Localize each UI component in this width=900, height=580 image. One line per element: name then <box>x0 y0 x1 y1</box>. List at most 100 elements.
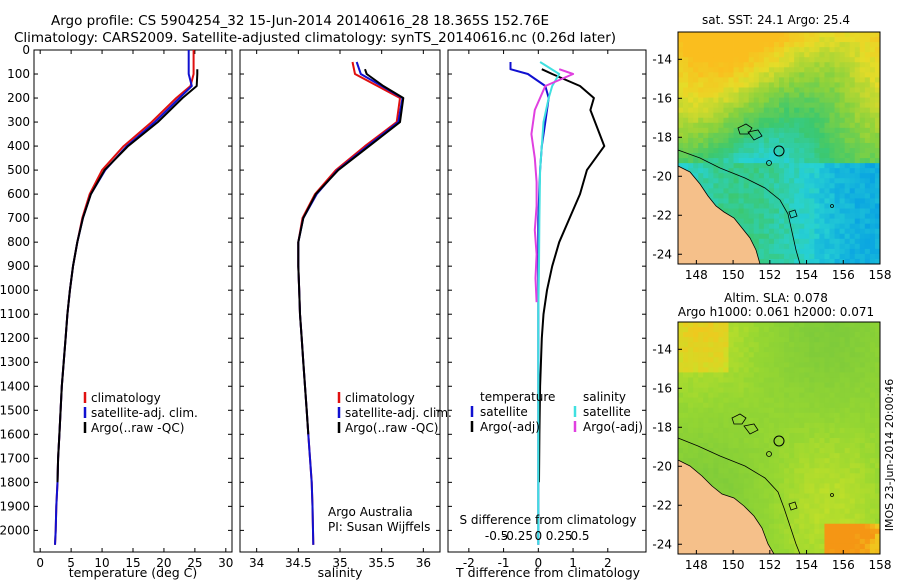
sst-cell <box>773 47 780 53</box>
sst-cell <box>784 233 790 240</box>
sla-cell <box>814 513 820 520</box>
sst-cell <box>784 137 790 144</box>
sst-cell <box>768 52 775 58</box>
y-tick-label: 800 <box>7 235 30 249</box>
sla-cell <box>728 468 734 474</box>
sla-cell <box>824 468 830 474</box>
sst-cell <box>718 198 724 204</box>
sst-cell <box>864 122 871 129</box>
sla-cell <box>738 463 745 469</box>
sla-cell <box>743 483 750 489</box>
sla-cell <box>804 478 810 484</box>
sst-cell <box>743 193 750 199</box>
map-y-tick-label: -24 <box>652 537 672 551</box>
sla-cell <box>779 422 785 429</box>
sla-cell <box>804 362 810 368</box>
sla-cell <box>779 528 785 535</box>
sla-cell <box>794 342 800 348</box>
sst-cell <box>804 183 810 189</box>
sla-cell <box>819 332 825 338</box>
sst-cell <box>698 142 704 149</box>
sst-cell <box>693 122 699 129</box>
sst-cell <box>814 97 820 104</box>
sst-cell <box>854 153 861 159</box>
sst-cell <box>698 87 704 93</box>
sla-cell <box>683 352 689 358</box>
sla-cell <box>829 438 835 444</box>
sla-cell <box>703 327 709 333</box>
sst-cell <box>718 62 724 68</box>
sla-cell <box>738 372 745 378</box>
sla-cell <box>758 493 765 499</box>
sla-cell <box>683 417 689 424</box>
sst-cell <box>703 163 709 169</box>
sla-cell <box>869 347 876 353</box>
sst-cell <box>869 52 876 58</box>
sla-cell <box>794 488 800 494</box>
sla-cell <box>844 438 851 444</box>
sla-cell <box>768 352 775 358</box>
sst-cell <box>844 208 851 214</box>
sla-cell <box>683 327 689 333</box>
temperature-profiles <box>54 50 199 545</box>
sla-cell <box>763 387 770 394</box>
sst-cell <box>809 208 815 214</box>
sst-cell <box>753 77 760 83</box>
sla-cell <box>784 402 790 409</box>
sst-cell <box>753 183 760 189</box>
sst-cell <box>784 153 790 159</box>
sst-cell <box>763 107 770 114</box>
sst-cell <box>809 57 815 63</box>
sla-cell <box>779 387 785 394</box>
sla-cell <box>829 432 835 439</box>
sst-cell <box>849 208 856 214</box>
sst-cell <box>869 107 876 114</box>
sst-cell <box>738 173 745 179</box>
sst-cell <box>779 107 785 114</box>
sla-cell <box>799 357 805 363</box>
sla-cell <box>779 458 785 464</box>
sla-cell <box>688 412 694 419</box>
sst-cell <box>738 188 745 194</box>
sst-cell <box>733 137 739 144</box>
sst-cell <box>809 117 815 124</box>
sst-cell <box>763 92 770 98</box>
sla-cell <box>799 402 805 409</box>
sla-cell <box>824 508 830 515</box>
sst-cell <box>768 117 775 124</box>
sla-cell <box>779 432 785 439</box>
sla-cell <box>849 503 856 510</box>
sla-cell <box>869 342 876 348</box>
sla-cell <box>844 453 851 459</box>
sst-cell <box>874 97 881 104</box>
sst-cell <box>733 127 739 134</box>
sst-cell <box>844 188 851 194</box>
sla-cell <box>683 427 689 434</box>
sst-cell <box>773 158 780 164</box>
sla-cell <box>763 347 770 353</box>
sst-cell <box>683 158 689 164</box>
sst-cell <box>824 233 830 240</box>
sst-cell <box>763 258 770 265</box>
sla-cell <box>678 438 684 444</box>
sla-cell <box>758 392 765 399</box>
sst-cell <box>824 57 830 63</box>
map-y-tick-label: -18 <box>652 420 672 434</box>
sla-cell <box>819 397 825 404</box>
sst-cell <box>799 52 805 58</box>
sst-cell <box>703 188 709 194</box>
sst-cell <box>839 208 846 214</box>
sst-cell <box>819 102 825 109</box>
sst-cell <box>839 122 846 129</box>
sst-cell <box>819 97 825 104</box>
sst-cell <box>834 223 840 230</box>
sst-cell <box>854 208 861 214</box>
sst-cell <box>784 37 790 43</box>
sla-cell <box>743 488 750 494</box>
sst-cell <box>758 32 765 38</box>
sla-cell <box>869 427 876 434</box>
sst-cell <box>834 213 840 220</box>
sla-cell <box>869 548 876 555</box>
sla-cell <box>708 352 714 358</box>
sla-cell <box>779 493 785 499</box>
